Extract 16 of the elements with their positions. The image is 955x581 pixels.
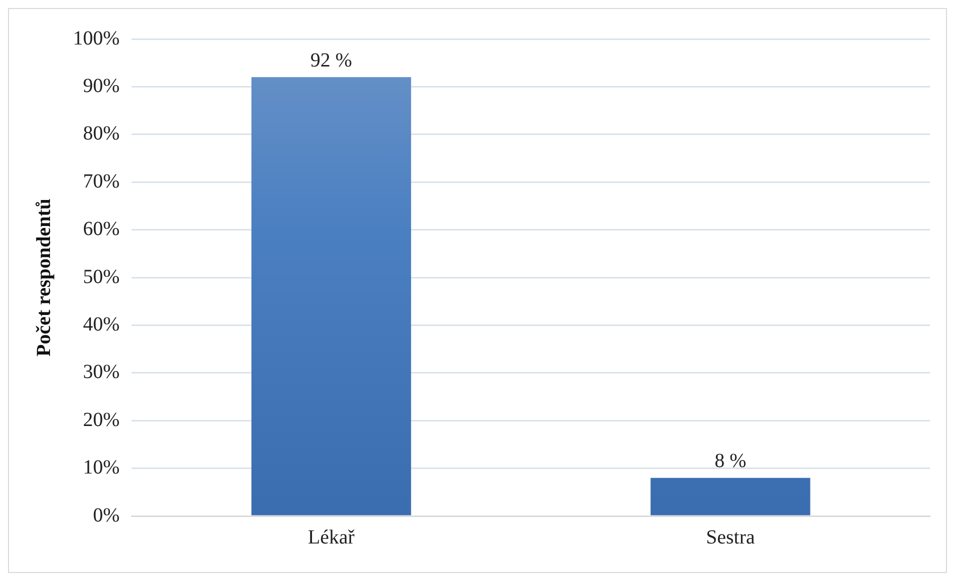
- x-tick-label: Lékař: [308, 526, 355, 548]
- y-tick-label: 100%: [72, 27, 120, 50]
- y-tick-label: 80%: [82, 122, 120, 145]
- y-tick-label: 90%: [82, 74, 120, 97]
- y-tick-label: 20%: [82, 408, 120, 431]
- y-tick-label: 70%: [82, 170, 120, 192]
- y-tick-label: 0%: [92, 504, 120, 526]
- y-tick-label: 60%: [82, 218, 120, 240]
- y-axis-title: Počet respondentů: [33, 198, 56, 356]
- y-tick-label: 30%: [82, 361, 120, 384]
- data-label: 8 %: [714, 450, 746, 472]
- x-tick-label: Sestra: [706, 526, 755, 548]
- y-tick-label: 40%: [82, 313, 120, 336]
- y-tick-label: 50%: [82, 266, 120, 288]
- y-tick-label: 10%: [82, 456, 120, 479]
- data-label: 92 %: [310, 49, 352, 72]
